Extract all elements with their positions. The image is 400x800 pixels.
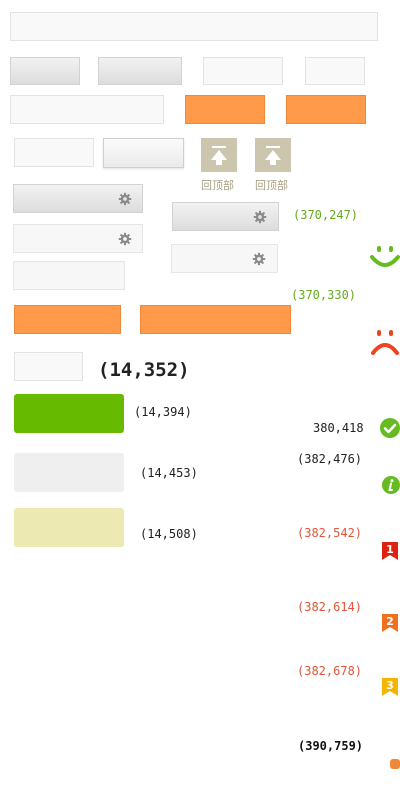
- coord-label-380-418: 380,418: [313, 421, 364, 435]
- settings-select-plain-2[interactable]: [171, 244, 278, 273]
- arrow-up-icon: [211, 146, 227, 165]
- smile-icon: [370, 246, 400, 267]
- coord-label-14-453: (14,453): [140, 466, 198, 480]
- gear-icon: [118, 232, 132, 246]
- gear-icon: [253, 210, 267, 224]
- coord-label-382-542: (382,542): [297, 526, 363, 540]
- coord-label-390-759: (390,759): [298, 739, 364, 753]
- back-to-top-label-1: 回顶部: [201, 180, 234, 192]
- coord-label-382-476: (382,476): [297, 452, 363, 466]
- plain-input-medium[interactable]: [13, 261, 125, 290]
- info-circle-icon: [382, 476, 400, 494]
- big-coord-label: (14,352): [98, 359, 190, 381]
- coord-label-370-330: (370,330): [291, 288, 357, 302]
- orange-button-1[interactable]: [185, 95, 265, 124]
- light-gray-block[interactable]: [14, 453, 124, 492]
- gradient-button-medium[interactable]: [98, 57, 182, 85]
- plain-button-small[interactable]: [305, 57, 365, 85]
- back-to-top-button-2[interactable]: [255, 138, 291, 172]
- badge-1: 1: [382, 542, 398, 560]
- orange-button-2[interactable]: [286, 95, 366, 124]
- gear-icon: [252, 252, 266, 266]
- settings-select-plain[interactable]: [13, 224, 143, 253]
- plain-button-medium[interactable]: [203, 57, 283, 85]
- back-to-top-label-2: 回顶部: [255, 180, 288, 192]
- gear-icon: [118, 192, 132, 206]
- pale-yellow-block[interactable]: [14, 508, 124, 547]
- coord-label-382-678: (382,678): [297, 664, 363, 678]
- orange-button-wide[interactable]: [140, 305, 291, 334]
- gradient-button-small[interactable]: [10, 57, 80, 85]
- settings-select-gradient[interactable]: [13, 184, 143, 213]
- arrow-up-icon: [265, 146, 281, 165]
- badge-3: 3: [382, 678, 398, 696]
- check-circle-icon: [380, 418, 400, 438]
- badge-2: 2: [382, 614, 398, 632]
- orange-dot: [390, 759, 400, 769]
- text-input[interactable]: [10, 95, 164, 124]
- raised-button[interactable]: [103, 138, 184, 168]
- back-to-top-button-1[interactable]: [201, 138, 237, 172]
- plain-input-tiny[interactable]: [14, 352, 83, 381]
- wide-input[interactable]: [10, 12, 378, 41]
- coord-label-370-247: (370,247): [293, 208, 359, 222]
- coord-label-14-394: (14,394): [134, 405, 192, 419]
- green-block[interactable]: [14, 394, 124, 433]
- sad-icon: [371, 330, 399, 355]
- plain-input-small[interactable]: [14, 138, 94, 167]
- coord-label-14-508: (14,508): [140, 527, 198, 541]
- settings-select-gradient-2[interactable]: [172, 202, 279, 231]
- orange-button-3[interactable]: [14, 305, 121, 334]
- coord-label-382-614: (382,614): [297, 600, 363, 614]
